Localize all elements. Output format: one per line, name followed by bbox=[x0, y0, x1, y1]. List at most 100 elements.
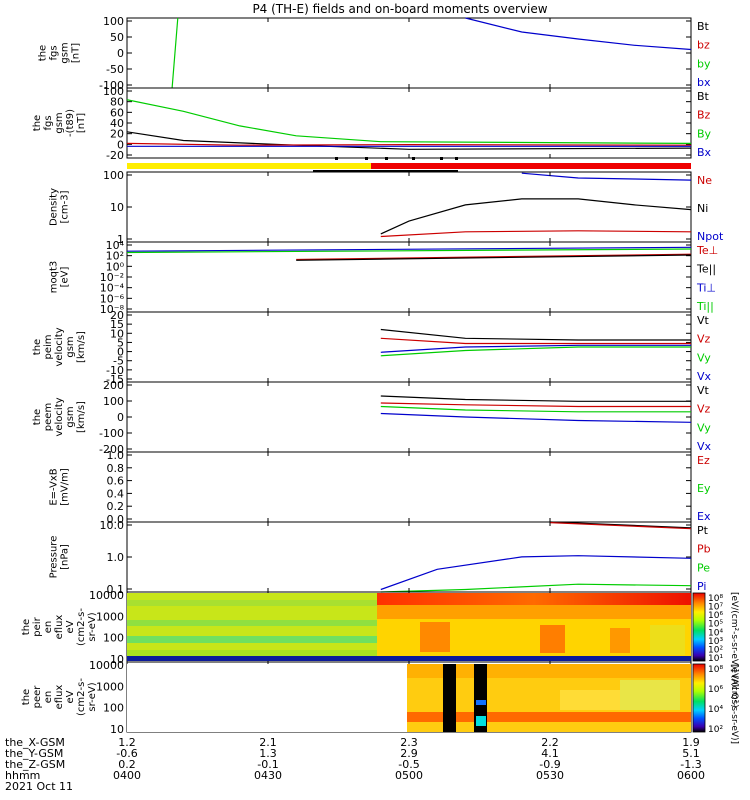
y-axis-label: en bbox=[43, 691, 54, 704]
colorbar-tick-label: 10² bbox=[708, 645, 723, 655]
y-tick-label: 10⁻⁶ bbox=[100, 292, 125, 305]
y-tick-label: 100 bbox=[103, 702, 124, 715]
legend-entry: Ni bbox=[697, 202, 708, 215]
colorbar-tick-label: 10⁵ bbox=[708, 620, 723, 630]
y-axis-label: [cm-3] bbox=[60, 190, 71, 223]
y-tick-label: 10⁻² bbox=[100, 271, 124, 284]
y-tick-label: 10⁴ bbox=[106, 239, 125, 252]
y-tick-label: 100 bbox=[103, 395, 124, 408]
footer-value: 5.1 bbox=[682, 747, 700, 760]
series-line bbox=[380, 346, 691, 357]
colorbar-tick-label: 10⁶ bbox=[708, 685, 723, 695]
y-tick-label: -100 bbox=[99, 79, 124, 92]
colorbar-tick-label: 10³ bbox=[708, 637, 723, 647]
series-line bbox=[380, 395, 691, 402]
legend-entry: Bt bbox=[697, 90, 710, 103]
legend-entry: Vt bbox=[697, 384, 710, 397]
legend-entry: By bbox=[697, 127, 712, 140]
legend-entry: Te⊥ bbox=[696, 244, 718, 257]
y-tick-label: 50 bbox=[110, 31, 124, 44]
series-line bbox=[171, 17, 179, 89]
y-axis-label: peer bbox=[32, 685, 43, 709]
y-tick-label: 0.4 bbox=[107, 487, 125, 500]
colorbar-tick-label: 10⁶ bbox=[708, 611, 723, 621]
electron-spectrogram bbox=[127, 664, 691, 732]
mode-bar-mark bbox=[412, 157, 415, 160]
footer-value: -1.3 bbox=[680, 758, 701, 771]
footer-row-label: hhmm bbox=[5, 769, 40, 782]
legend-entry: Te|| bbox=[696, 263, 716, 276]
y-tick-label: -100 bbox=[99, 427, 124, 440]
y-tick-label: 10 bbox=[110, 723, 124, 736]
colorbar-label-electron: [eV/(cm²-s-sr-eV)] bbox=[729, 664, 739, 744]
electron-colorbar bbox=[692, 663, 706, 733]
y-axis-label: gsm bbox=[65, 336, 76, 357]
y-axis-label: eV bbox=[65, 620, 76, 633]
y-tick-label: -10 bbox=[106, 364, 124, 377]
figure-title: P4 (TH-E) fields and on-board moments ov… bbox=[252, 2, 547, 16]
legend-entry: Bx bbox=[697, 146, 712, 159]
y-tick-label: 80 bbox=[110, 96, 124, 109]
legend-entry: Ez bbox=[697, 454, 710, 467]
mode-bar-dash bbox=[313, 170, 458, 172]
y-axis-label: peir bbox=[32, 616, 43, 636]
y-tick-label: 10⁻⁸ bbox=[100, 303, 125, 316]
colorbar-tick-label: 10⁷ bbox=[708, 603, 723, 613]
y-axis-label: eflux bbox=[54, 685, 65, 710]
y-axis-label: fgs bbox=[49, 45, 60, 60]
colorbar-tick-label: 10⁸ bbox=[708, 594, 723, 604]
panel-0: 100 50 0 -50 -100 the fgs gsm [nT] Bt bz by bx bbox=[38, 15, 711, 92]
y-axis-label: en bbox=[43, 621, 54, 634]
mode-bar-mark bbox=[455, 157, 458, 160]
ion-spectrogram bbox=[127, 593, 691, 661]
series-line bbox=[380, 583, 692, 593]
y-tick-label: 1000 bbox=[96, 680, 124, 693]
y-axis-label: the bbox=[21, 689, 32, 705]
y-tick-label: 10000 bbox=[89, 589, 124, 602]
y-axis-label: [km/s] bbox=[76, 401, 87, 433]
y-axis-label: the bbox=[38, 45, 49, 61]
panel-frame bbox=[126, 451, 692, 523]
y-axis-label: [mV/m] bbox=[60, 468, 71, 506]
y-axis-label: [km/s] bbox=[76, 331, 87, 363]
y-axis-label: velocity bbox=[54, 397, 65, 436]
y-tick-label: 10 bbox=[110, 201, 124, 214]
series-line bbox=[549, 521, 692, 529]
legend-entry: Ti⊥ bbox=[696, 281, 716, 294]
legend-entry: Vz bbox=[697, 333, 711, 346]
y-axis-label: E=-VxB bbox=[49, 468, 60, 505]
series-line bbox=[380, 555, 692, 591]
y-tick-label: 100 bbox=[103, 169, 124, 182]
panel-frame bbox=[126, 17, 692, 89]
y-axis-label: [nT] bbox=[71, 43, 82, 63]
footer-value: 2.9 bbox=[400, 747, 418, 760]
legend-entry: Vx bbox=[697, 370, 712, 383]
mode-bar-fast bbox=[371, 163, 691, 169]
y-tick-label: 1.0 bbox=[107, 551, 125, 564]
y-axis-label: peem bbox=[43, 403, 54, 431]
y-axis-label: -(t89) bbox=[65, 109, 76, 137]
y-tick-label: 100 bbox=[103, 85, 124, 98]
legend-entry: Vy bbox=[697, 351, 711, 364]
series-line bbox=[126, 99, 692, 144]
y-tick-label: 10⁰ bbox=[106, 260, 125, 273]
y-tick-label: 40 bbox=[110, 117, 124, 130]
y-tick-label: 0.8 bbox=[107, 462, 125, 475]
footer-value: 1.9 bbox=[682, 736, 700, 749]
footer-value: 0600 bbox=[677, 769, 705, 782]
legend-entry: Bt bbox=[697, 20, 710, 33]
y-tick-label: 0 bbox=[117, 138, 124, 151]
y-tick-label: 20 bbox=[110, 309, 124, 322]
y-tick-label: 0.0 bbox=[107, 513, 125, 526]
legend-entry: Npot bbox=[697, 230, 724, 243]
footer-value: -0.6 bbox=[116, 747, 137, 760]
footer-value: -0.1 bbox=[257, 758, 278, 771]
footer-row-label: the_X-GSM bbox=[5, 736, 65, 749]
footer-value: 4.1 bbox=[541, 747, 559, 760]
